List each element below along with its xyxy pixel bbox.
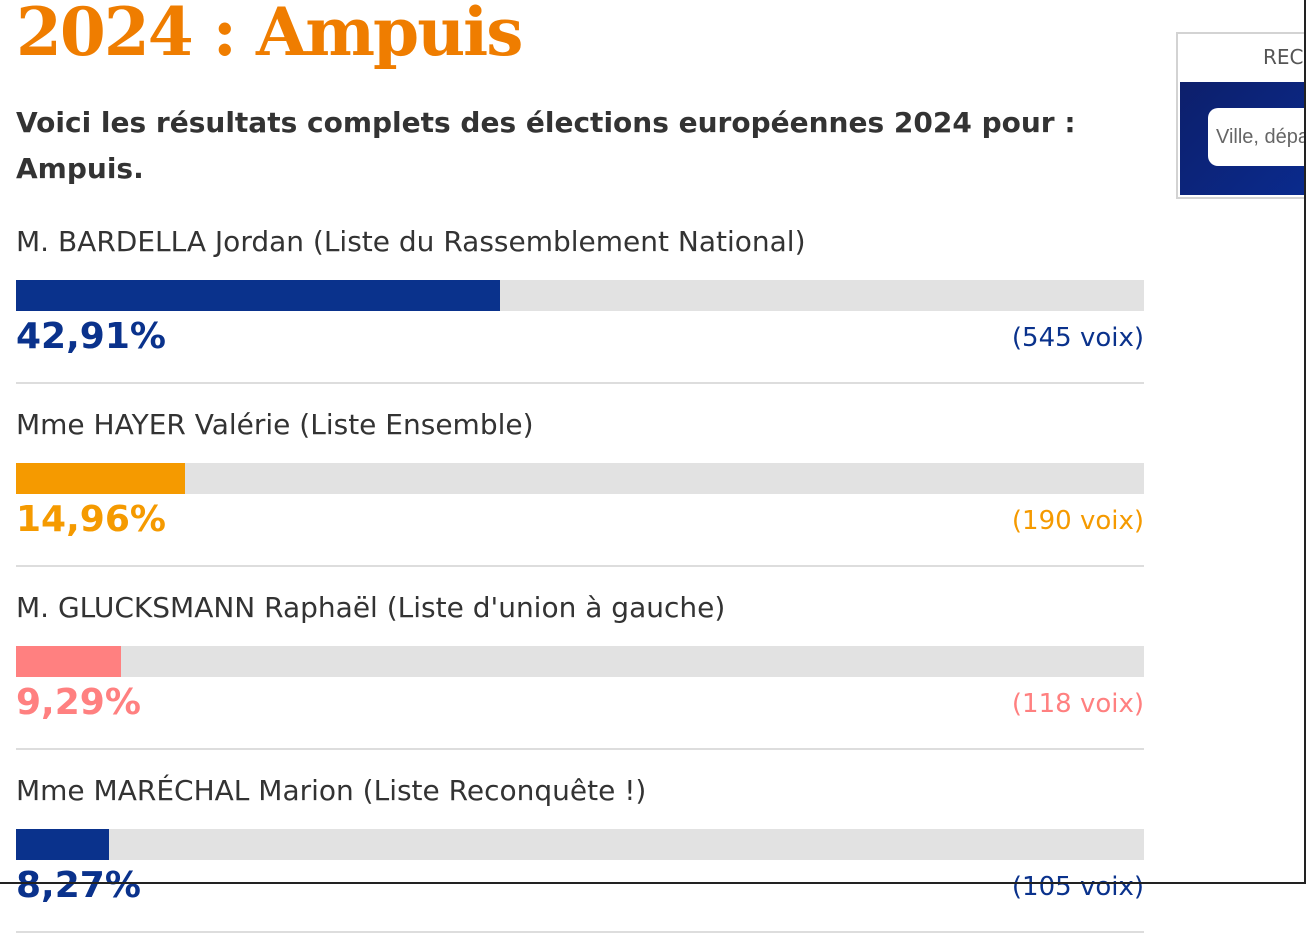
candidate-name: Mme MARÉCHAL Marion (Liste Reconquête !)	[16, 774, 647, 807]
candidate-name: Mme HAYER Valérie (Liste Ensemble)	[16, 408, 534, 441]
title-clip: 2024 : Ampuis	[16, 0, 1166, 80]
candidate-name: M. GLUCKSMANN Raphaël (Liste d'union à g…	[16, 591, 726, 624]
result-percent: 14,96%	[16, 499, 166, 540]
intro-text: Voici les résultats complets des électio…	[16, 106, 1076, 185]
result-bar-fill	[16, 829, 110, 860]
result-bar-fill	[16, 463, 185, 494]
window-border-right	[1304, 0, 1306, 884]
page-title: 2024 : Ampuis	[16, 0, 523, 71]
result-item: Mme MARÉCHAL Marion (Liste Reconquête !)…	[16, 769, 1144, 952]
result-bar-track	[16, 646, 1144, 677]
result-divider	[16, 931, 1144, 933]
location-search-input[interactable]	[1208, 108, 1306, 166]
result-item: Mme HAYER Valérie (Liste Ensemble) 14,96…	[16, 403, 1144, 586]
search-widget-body	[1180, 82, 1306, 195]
result-item: M. BARDELLA Jordan (Liste du Rassembleme…	[16, 220, 1144, 403]
result-divider	[16, 565, 1144, 567]
result-percent: 42,91%	[16, 316, 166, 357]
result-bar-fill	[16, 280, 501, 311]
search-widget: RECHERCHER	[1176, 32, 1306, 199]
result-divider	[16, 748, 1144, 750]
result-bar-fill	[16, 646, 121, 677]
result-bar-track	[16, 280, 1144, 311]
result-percent: 9,29%	[16, 682, 141, 723]
result-votes: (190 voix)	[1011, 506, 1144, 536]
result-bar-track	[16, 829, 1144, 860]
result-votes: (105 voix)	[1011, 872, 1144, 902]
result-votes: (118 voix)	[1011, 689, 1144, 719]
result-item: M. GLUCKSMANN Raphaël (Liste d'union à g…	[16, 586, 1144, 769]
search-widget-title: RECHERCHER	[1263, 45, 1306, 69]
result-percent: 8,27%	[16, 865, 141, 906]
result-votes: (545 voix)	[1011, 323, 1144, 353]
results-list: M. BARDELLA Jordan (Liste du Rassembleme…	[16, 220, 1144, 952]
result-divider	[16, 382, 1144, 384]
window-border-bottom	[0, 882, 1306, 884]
result-bar-track	[16, 463, 1144, 494]
candidate-name: M. BARDELLA Jordan (Liste du Rassembleme…	[16, 225, 806, 258]
